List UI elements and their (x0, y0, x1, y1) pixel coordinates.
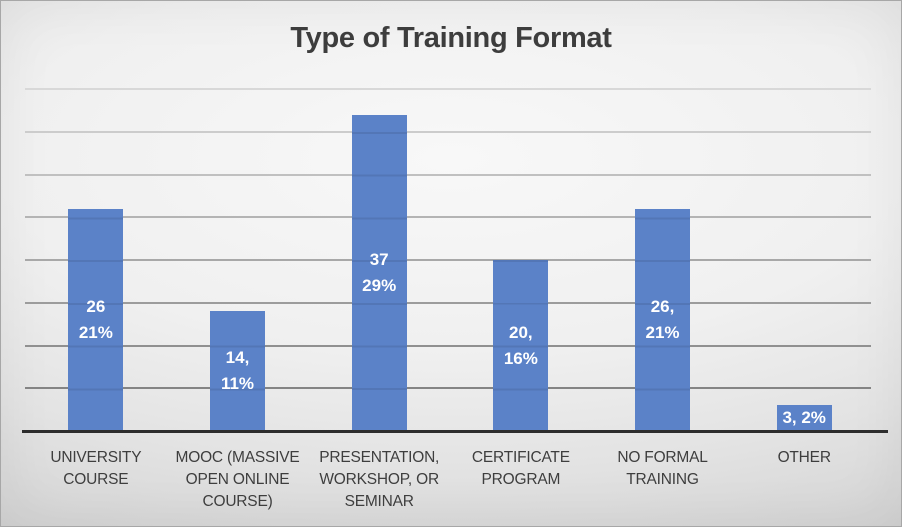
bar-series: 26 21% 14, 11% 37 29% 20, 16% 26, 21% 3, 2% (25, 89, 875, 431)
bar-value-label: 14, 11% (220, 348, 255, 394)
category-label: PRESENTATION, WORKSHOP, OR SEMINAR (319, 449, 440, 510)
bar-value-label: 26 21% (78, 296, 113, 342)
chart-title: Type of Training Format (290, 22, 612, 54)
gridline (25, 344, 871, 347)
category-label: OTHER (777, 449, 831, 466)
bar-value-label: 26, 21% (645, 296, 680, 342)
bar-value-label: 20, 16% (503, 322, 538, 368)
gridline (25, 387, 871, 390)
bar-value-label: 3, 2% (782, 408, 826, 428)
bar: 14, 11% (210, 311, 265, 431)
x-axis-line (22, 430, 888, 433)
bar-slot: 20, 16% (450, 89, 592, 431)
category-label: MOOC (MASSIVE OPEN ONLINE COURSE) (175, 449, 300, 510)
gridline (25, 173, 871, 176)
category-label: NO FORMAL TRAINING (617, 449, 708, 488)
bar-slot: 37 29% (308, 89, 450, 431)
gridline (25, 130, 871, 133)
bar-slot: 14, 11% (167, 89, 309, 431)
category-label: CERTIFICATE PROGRAM (471, 449, 570, 488)
bar: 37 29% (351, 114, 407, 431)
bar-value-label: 37 29% (362, 249, 397, 295)
bar-slot: 26 21% (25, 89, 167, 431)
gridlines (25, 88, 875, 431)
gridline (25, 216, 871, 219)
category-label: UNIVERSITY COURSE (50, 449, 142, 488)
x-axis-labels: UNIVERSITY COURSE MOOC (MASSIVE OPEN ONLI… (25, 447, 875, 513)
gridline (25, 259, 871, 261)
bar: 26 21% (68, 208, 124, 431)
plot-area: 26 21% 14, 11% 37 29% 20, 16% 26, 21% 3, 2% (22, 88, 888, 433)
bar-slot: 3, 2% (733, 89, 875, 431)
gridline (25, 301, 871, 304)
bar: 3, 2% (776, 405, 832, 431)
bar: 20, 16% (493, 260, 549, 431)
bar-slot: 26, 21% (592, 89, 734, 431)
bar: 26, 21% (635, 208, 691, 431)
gridline (25, 88, 871, 90)
